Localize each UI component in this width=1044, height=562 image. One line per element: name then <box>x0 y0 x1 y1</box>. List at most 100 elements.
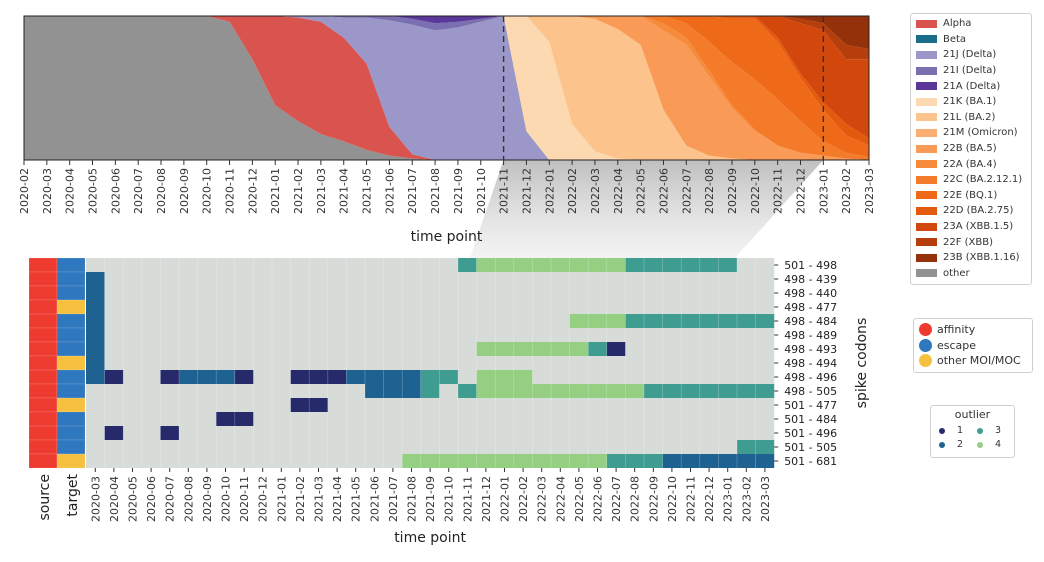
source-category-cell <box>28 285 58 301</box>
heatmap-cell <box>86 300 105 314</box>
x-tick-label: 2022-07 <box>680 168 693 214</box>
heatmap-cell <box>458 258 477 272</box>
x-tick-label: 2021-01 <box>269 168 282 214</box>
row-label: 501 - 496 <box>784 427 837 440</box>
x-tick-label: 2020-09 <box>201 476 214 522</box>
source-category-cell <box>28 397 58 413</box>
row-label: 498 - 489 <box>784 329 837 342</box>
row-label: 501 - 498 <box>784 259 837 272</box>
x-tick-label: 2020-05 <box>127 476 140 522</box>
target-category-cell <box>56 327 86 343</box>
target-category-cell <box>56 285 86 301</box>
x-tick-label: 2020-12 <box>257 476 270 522</box>
target-category-cell <box>56 397 86 413</box>
heatmap-cell <box>86 342 105 356</box>
legend-swatch <box>916 66 937 75</box>
row-label: 498 - 505 <box>784 385 837 398</box>
legend-label: 22A (BA.4) <box>943 158 997 170</box>
row-label: 498 - 494 <box>784 357 837 370</box>
legend-label: Alpha <box>943 18 972 30</box>
legend-swatch <box>916 113 937 122</box>
outlier-dot <box>939 427 945 434</box>
legend-item: Alpha <box>916 16 1031 32</box>
x-tick-label: 2021-11 <box>461 476 474 522</box>
x-tick-label: 2022-04 <box>554 476 567 522</box>
x-tick-label: 2021-06 <box>383 168 396 214</box>
x-tick-label: 2022-11 <box>772 168 785 214</box>
x-axis-label: time point <box>394 530 466 546</box>
row-label: 501 - 477 <box>784 399 837 412</box>
stacked-area-chart <box>23 15 870 161</box>
x-tick-label: 2021-03 <box>315 168 328 214</box>
x-tick-label: 2022-06 <box>592 476 605 522</box>
heatmap-cell <box>420 370 458 384</box>
category-dot <box>919 338 932 352</box>
x-tick-label: 2021-10 <box>443 476 456 522</box>
category-dot <box>919 323 932 337</box>
x-tick-label: 2022-06 <box>657 168 670 214</box>
legend-label: 23B (XBB.1.16) <box>943 252 1020 264</box>
area-series <box>24 16 869 160</box>
x-tick-label: 2022-09 <box>726 168 739 214</box>
x-tick-label: 2020-08 <box>155 168 168 214</box>
target-category-cell <box>56 313 86 329</box>
heatmap-cell <box>290 370 347 384</box>
category-column-label: source <box>37 474 53 521</box>
x-tick-label: 2022-12 <box>794 168 807 214</box>
x-tick-label: 2022-12 <box>703 476 716 522</box>
y-axis-label: spike codons <box>854 318 870 409</box>
heatmap-cell <box>569 314 626 328</box>
category-legend-item: affinity <box>919 322 1032 338</box>
x-tick-label: 2020-08 <box>182 476 195 522</box>
target-category-cell <box>56 439 86 455</box>
x-tick-label: 2022-01 <box>499 476 512 522</box>
legend-swatch <box>916 269 937 278</box>
row-label: 498 - 493 <box>784 343 837 356</box>
heatmap-cell <box>606 454 663 468</box>
x-tick-label: 2023-01 <box>722 476 735 522</box>
x-tick-label: 2020-11 <box>238 476 251 522</box>
area-frame <box>23 15 870 161</box>
x-tick-label: 2020-12 <box>246 168 259 214</box>
heatmap-cell <box>625 314 775 328</box>
legend-swatch <box>916 160 937 169</box>
target-category-cell <box>56 341 86 357</box>
source-category-cell <box>28 257 58 273</box>
heatmap-cell <box>476 370 533 384</box>
legend-label: 22C (BA.2.12.1) <box>943 174 1023 186</box>
heatmap-cell <box>420 384 440 398</box>
heatmap-cell <box>365 384 421 398</box>
heatmap-cell <box>737 440 775 454</box>
target-category-cell <box>56 369 86 385</box>
heatmap-cell <box>86 328 105 342</box>
legend-swatch <box>916 50 937 59</box>
heatmap-cell <box>104 426 124 440</box>
heatmap-cell <box>234 370 254 384</box>
source-category-cell <box>28 299 58 315</box>
x-tick-label: 2022-08 <box>703 168 716 214</box>
category-column-label: target <box>65 474 81 517</box>
x-tick-label: 2020-07 <box>164 476 177 522</box>
x-tick-label: 2020-02 <box>18 168 31 214</box>
x-tick-label: 2022-02 <box>566 168 579 214</box>
heatmap-cell <box>476 258 626 272</box>
x-tick-label: 2022-05 <box>573 476 586 522</box>
category-dot <box>919 354 932 368</box>
outlier-dot <box>939 441 945 448</box>
category-legend-item: escape <box>919 338 1032 354</box>
area-x-axis: 2020-02 2020-03 2020-04 2020-05 2020-06 2020-… <box>18 160 876 214</box>
legend-item: other <box>916 266 1031 282</box>
legend-label: 21K (BA.1) <box>943 96 997 108</box>
x-tick-label: 2020-03 <box>89 476 102 522</box>
x-tick-label: 2021-07 <box>406 168 419 214</box>
row-label: 498 - 439 <box>784 273 837 286</box>
legend-label: 21J (Delta) <box>943 49 997 61</box>
x-tick-label: 2023-02 <box>840 168 853 214</box>
heatmap-cell <box>86 314 105 328</box>
x-tick-label: 2020-06 <box>109 168 122 214</box>
x-tick-label: 2022-04 <box>612 168 625 214</box>
x-tick-label: 2021-12 <box>480 476 493 522</box>
outlier-label: 2 <box>957 439 964 450</box>
legend-item: 22D (BA.2.75) <box>916 203 1031 219</box>
